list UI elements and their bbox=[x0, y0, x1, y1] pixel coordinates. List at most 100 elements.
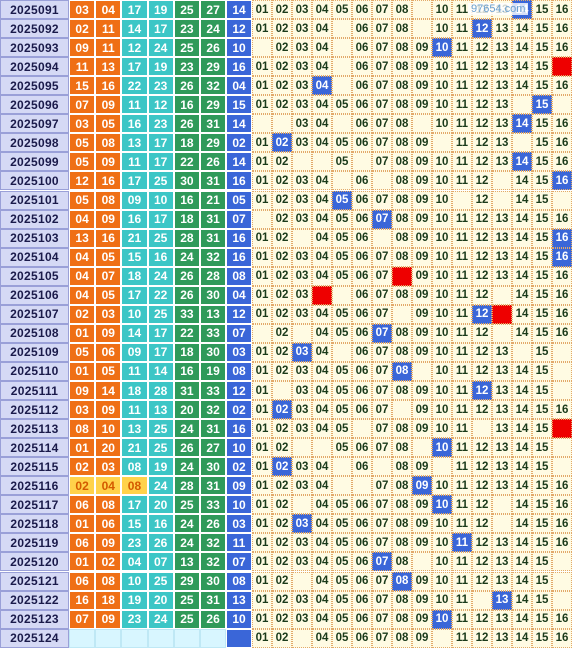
red-ball-cell: 17 bbox=[147, 133, 174, 153]
blue-trend-cell: 02 bbox=[272, 209, 292, 229]
red-ball-cell: 27 bbox=[200, 438, 227, 458]
red-ball-cell: 24 bbox=[200, 19, 227, 39]
blue-trend-cell: 04 bbox=[312, 476, 332, 496]
red-ball-cell: 13 bbox=[121, 133, 148, 153]
red-ball-cell: 26 bbox=[173, 76, 200, 96]
blue-trend-cell: 10 bbox=[432, 114, 452, 134]
blue-trend-cell bbox=[512, 342, 532, 362]
blue-trend-cell: 14 bbox=[512, 361, 532, 381]
blue-trend-cell: 08 bbox=[392, 171, 412, 191]
blue-trend-cell: 06 bbox=[352, 457, 372, 477]
red-ball-cell: 24 bbox=[173, 419, 200, 439]
period-cell: 2025111 bbox=[0, 381, 69, 401]
red-ball-cell: 18 bbox=[95, 590, 122, 610]
blue-trend-cell: 05 bbox=[332, 514, 352, 534]
blue-trend-cell: 03 bbox=[292, 419, 312, 439]
blue-trend-cell: 12 bbox=[472, 19, 492, 39]
blue-trend-cell: 09 bbox=[412, 304, 432, 324]
blue-trend-cell: 12 bbox=[472, 95, 492, 115]
blue-trend-cell bbox=[292, 571, 312, 591]
red-ball-cell: 24 bbox=[147, 476, 174, 496]
blue-trend-cell: 09 bbox=[412, 190, 432, 210]
period-cell: 2025119 bbox=[0, 533, 69, 553]
blue-trend-cell: 10 bbox=[432, 76, 452, 96]
blue-trend-cell: 08 bbox=[392, 19, 412, 39]
blue-trend-cell: 08 bbox=[392, 438, 412, 458]
blue-trend-cell: 05 bbox=[332, 419, 352, 439]
period-cell: 2025100 bbox=[0, 171, 69, 191]
blue-ball-cell: 13 bbox=[226, 590, 252, 610]
red-ball-cell: 20 bbox=[173, 400, 200, 420]
red-ball-cell: 12 bbox=[121, 38, 148, 58]
blue-trend-cell: 15 bbox=[532, 247, 552, 267]
red-ball-cell: 33 bbox=[173, 304, 200, 324]
red-ball-cell: 17 bbox=[147, 19, 174, 39]
blue-trend-cell: 11 bbox=[452, 228, 472, 248]
blue-trend-cell: 03 bbox=[292, 133, 312, 153]
blue-trend-cell: 12 bbox=[472, 114, 492, 134]
blue-ball-cell: 15 bbox=[226, 95, 252, 115]
blue-trend-cell: 14 bbox=[512, 571, 532, 591]
blue-trend-cell: 08 bbox=[392, 609, 412, 629]
blue-trend-cell: 01 bbox=[252, 266, 272, 286]
blue-trend-cell: 01 bbox=[252, 19, 272, 39]
red-ball-cell: 15 bbox=[121, 247, 148, 267]
blue-trend-cell: 15 bbox=[532, 533, 552, 553]
red-ball-cell: 09 bbox=[69, 38, 96, 58]
blue-trend-cell: 06 bbox=[352, 247, 372, 267]
blue-trend-cell bbox=[412, 0, 432, 20]
blue-trend-cell: 15 bbox=[532, 304, 552, 324]
blue-trend-cell: 10 bbox=[432, 38, 452, 58]
blue-trend-cell: 14 bbox=[512, 533, 532, 553]
blue-trend-cell: 15 bbox=[532, 571, 552, 591]
blue-trend-cell: 01 bbox=[252, 152, 272, 172]
blue-trend-cell: 13 bbox=[492, 400, 512, 420]
red-ball-cell: 32 bbox=[200, 400, 227, 420]
blue-trend-cell bbox=[252, 323, 272, 343]
blue-trend-cell bbox=[292, 228, 312, 248]
period-cell: 2025097 bbox=[0, 114, 69, 134]
blue-trend-cell: 10 bbox=[432, 476, 452, 496]
red-ball-cell: 07 bbox=[147, 552, 174, 572]
blue-trend-cell: 06 bbox=[352, 533, 372, 553]
red-ball-cell: 05 bbox=[69, 190, 96, 210]
red-ball-cell: 31 bbox=[200, 228, 227, 248]
blue-trend-cell: 11 bbox=[452, 323, 472, 343]
red-ball-cell: 18 bbox=[173, 133, 200, 153]
red-ball-cell: 25 bbox=[173, 495, 200, 515]
blue-trend-cell: 01 bbox=[252, 381, 272, 401]
red-ball-cell: 06 bbox=[95, 342, 122, 362]
blue-trend-cell: 03 bbox=[292, 590, 312, 610]
blue-trend-cell: 16 bbox=[552, 628, 572, 648]
blue-trend-cell: 15 bbox=[532, 361, 552, 381]
red-ball-cell: 23 bbox=[173, 19, 200, 39]
blue-ball-cell: 12 bbox=[226, 304, 252, 324]
red-ball-cell: 05 bbox=[69, 342, 96, 362]
blue-trend-cell: 14 bbox=[512, 114, 532, 134]
red-ball-cell: 16 bbox=[121, 114, 148, 134]
blue-trend-cell: 09 bbox=[412, 609, 432, 629]
blue-ball-cell: 14 bbox=[226, 0, 252, 20]
red-ball-cell: 01 bbox=[69, 514, 96, 534]
red-ball-cell: 08 bbox=[121, 476, 148, 496]
blue-trend-cell: 08 bbox=[392, 419, 412, 439]
blue-trend-cell: 04 bbox=[312, 266, 332, 286]
blue-trend-cell bbox=[292, 323, 312, 343]
blue-trend-cell bbox=[492, 495, 512, 515]
blue-trend-cell: 06 bbox=[352, 285, 372, 305]
period-cell: 2025116 bbox=[0, 476, 69, 496]
blue-ball-cell: 16 bbox=[226, 419, 252, 439]
blue-trend-cell: 14 bbox=[512, 285, 532, 305]
blue-ball-cell: 14 bbox=[226, 114, 252, 134]
red-ball-cell: 30 bbox=[200, 285, 227, 305]
blue-trend-cell: 14 bbox=[512, 57, 532, 77]
red-ball-cell: 26 bbox=[173, 285, 200, 305]
blue-trend-cell: 12 bbox=[472, 190, 492, 210]
blue-trend-cell: 03 bbox=[292, 76, 312, 96]
blue-trend-cell: 12 bbox=[472, 247, 492, 267]
blue-trend-cell: 15 bbox=[532, 133, 552, 153]
red-ball-cell: 31 bbox=[200, 419, 227, 439]
blue-trend-cell: 13 bbox=[492, 57, 512, 77]
blue-trend-cell: 16 bbox=[552, 152, 572, 172]
blue-trend-cell: 11 bbox=[452, 114, 472, 134]
